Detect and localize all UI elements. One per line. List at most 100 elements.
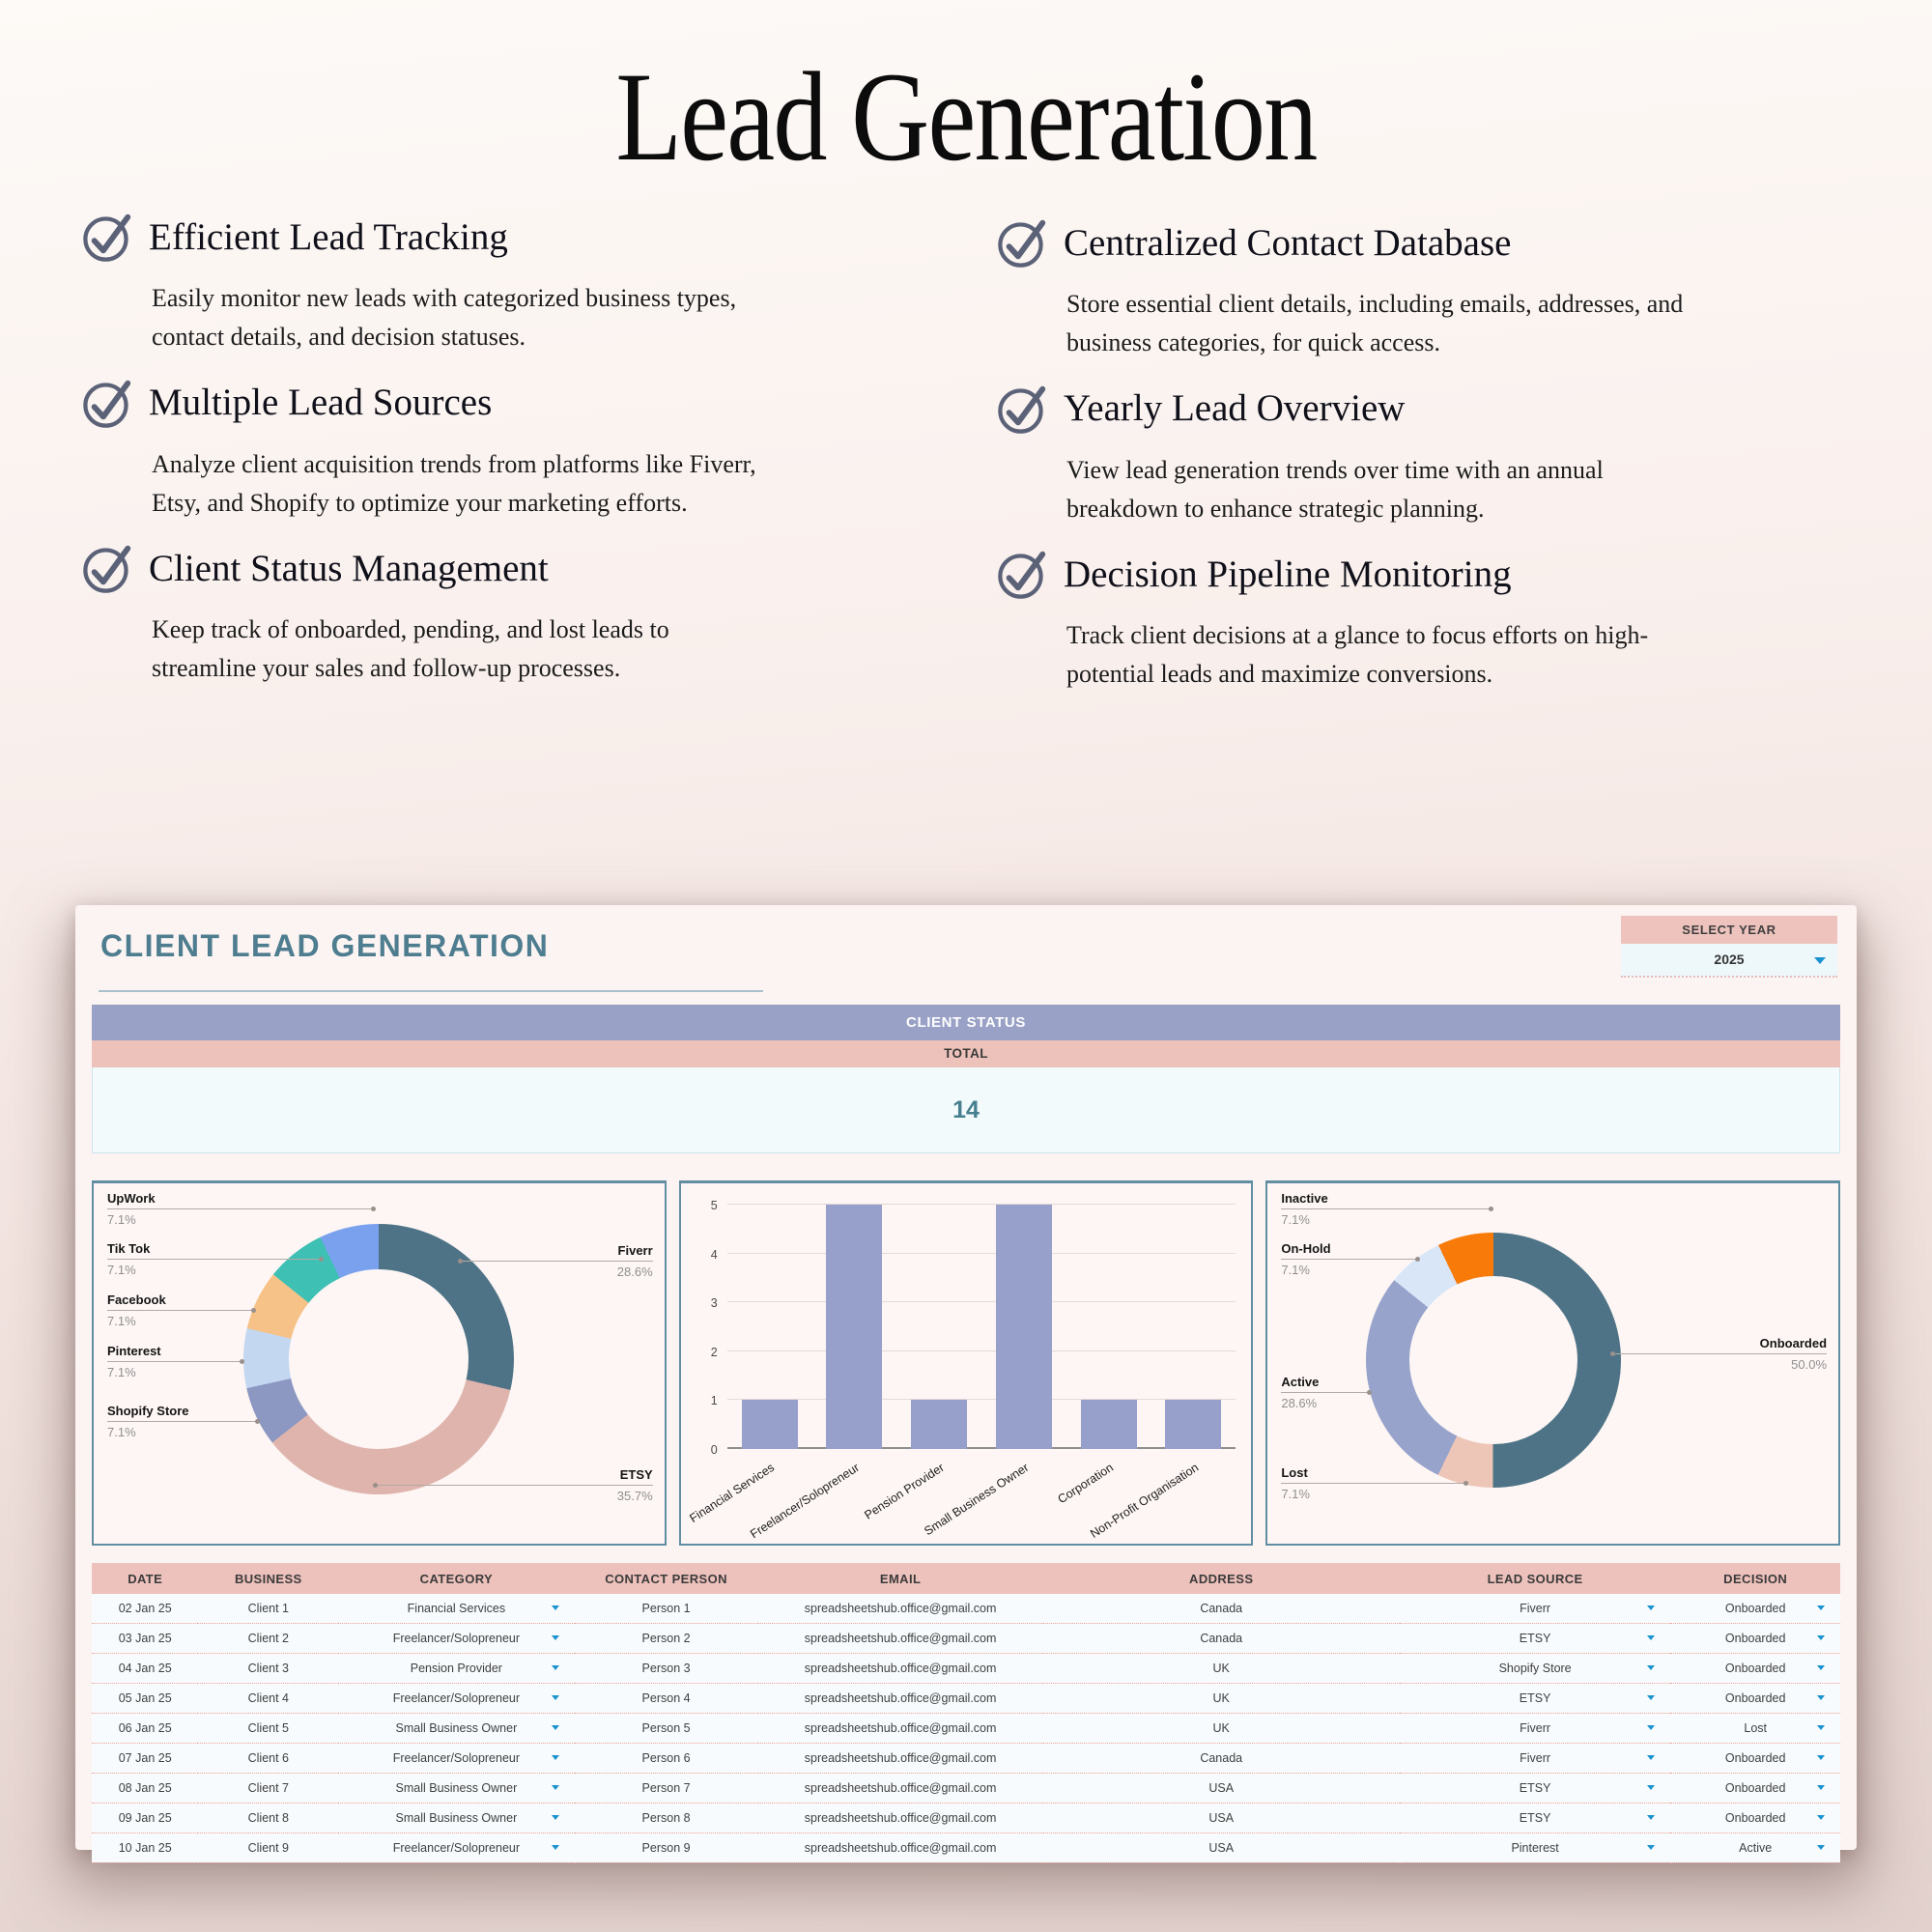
cell-business: Client 9 <box>198 1833 339 1863</box>
cell-business: Client 7 <box>198 1773 339 1804</box>
dropdown-arrow-icon[interactable] <box>1647 1725 1656 1730</box>
dropdown-arrow-icon[interactable] <box>1817 1755 1825 1760</box>
total-value: 14 <box>92 1067 1840 1153</box>
dropdown-arrow-icon[interactable] <box>551 1785 559 1790</box>
year-dropdown[interactable]: 2025 <box>1621 944 1837 978</box>
checkmark-icon <box>997 548 1049 600</box>
dropdown-arrow-icon[interactable] <box>1817 1845 1825 1850</box>
cell-contact-person: Person 5 <box>574 1713 758 1744</box>
lead-source-donut-chart <box>243 1224 514 1494</box>
cell-category: Freelancer/Solopreneur <box>338 1623 575 1654</box>
cell-contact-person: Person 3 <box>574 1653 758 1684</box>
gridline-3 <box>726 1301 1236 1303</box>
cell-date: 04 Jan 25 <box>92 1653 199 1684</box>
dropdown-arrow-icon[interactable] <box>551 1665 559 1670</box>
column-header-address: ADDRESS <box>1042 1563 1400 1594</box>
x-tick-label: Financial Services <box>687 1461 778 1525</box>
table-row: 05 Jan 25 Client 4 Freelancer/Solopreneur P… <box>92 1683 1840 1714</box>
checkmark-icon <box>997 216 1049 269</box>
bar-financial-services <box>741 1400 798 1449</box>
cell-address: Canada <box>1042 1594 1400 1624</box>
dropdown-arrow-icon[interactable] <box>1647 1605 1656 1610</box>
cell-email: spreadsheetshub.office@gmail.com <box>757 1713 1043 1744</box>
cell-category: Small Business Owner <box>338 1713 575 1744</box>
year-dropdown-arrow-icon[interactable] <box>1814 957 1826 964</box>
cell-date: 10 Jan 25 <box>92 1833 199 1863</box>
dropdown-arrow-icon[interactable] <box>551 1695 559 1700</box>
dropdown-arrow-icon[interactable] <box>1817 1695 1825 1700</box>
donut-label-facebook: Facebook 7.1% <box>107 1293 166 1328</box>
total-label: TOTAL <box>92 1040 1840 1067</box>
dropdown-arrow-icon[interactable] <box>551 1755 559 1760</box>
dropdown-arrow-icon[interactable] <box>551 1725 559 1730</box>
dropdown-arrow-icon[interactable] <box>551 1815 559 1820</box>
checkmark-icon <box>82 542 134 594</box>
cell-decision: Lost <box>1670 1713 1840 1744</box>
cell-email: spreadsheetshub.office@gmail.com <box>757 1683 1043 1714</box>
table-row: 07 Jan 25 Client 6 Freelancer/Solopreneur P… <box>92 1743 1840 1774</box>
donut-label-etsy: ETSY 35.7% <box>616 1467 653 1503</box>
cell-decision: Onboarded <box>1670 1653 1840 1684</box>
client-status-summary: CLIENT STATUS TOTAL 14 <box>92 1005 1840 1153</box>
feature-title: Client Status Management <box>149 547 549 589</box>
cell-email: spreadsheetshub.office@gmail.com <box>757 1773 1043 1804</box>
table-row: 04 Jan 25 Client 3 Pension Provider Person … <box>92 1653 1840 1684</box>
dropdown-arrow-icon[interactable] <box>1647 1815 1656 1820</box>
y-tick-label: 5 <box>710 1199 718 1212</box>
cell-decision: Onboarded <box>1670 1683 1840 1714</box>
y-tick-label: 1 <box>710 1394 718 1408</box>
dropdown-arrow-icon[interactable] <box>1817 1725 1825 1730</box>
dropdown-arrow-icon[interactable] <box>1817 1635 1825 1640</box>
year-dropdown-value: 2025 <box>1714 952 1745 967</box>
category-bar-xlabels: Financial Services Freelancer/Solopreneur… <box>687 1453 1236 1544</box>
cell-email: spreadsheetshub.office@gmail.com <box>757 1833 1043 1863</box>
feature-title: Efficient Lead Tracking <box>149 215 508 258</box>
cell-date: 03 Jan 25 <box>92 1623 199 1654</box>
donut-label-upwork: UpWork 7.1% <box>107 1191 156 1227</box>
feature-title: Multiple Lead Sources <box>149 382 493 424</box>
cell-date: 06 Jan 25 <box>92 1713 199 1744</box>
y-tick-label: 0 <box>710 1443 718 1457</box>
cell-contact-person: Person 7 <box>574 1773 758 1804</box>
client-status-donut-chart <box>1366 1233 1622 1488</box>
dropdown-arrow-icon[interactable] <box>1647 1665 1656 1670</box>
cell-contact-person: Person 2 <box>574 1623 758 1654</box>
cell-address: UK <box>1042 1713 1400 1744</box>
feature-description: Easily monitor new leads with categorize… <box>152 284 737 352</box>
select-year-label: SELECT YEAR <box>1621 916 1837 944</box>
dropdown-arrow-icon[interactable] <box>1817 1665 1825 1670</box>
feature-title: Decision Pipeline Monitoring <box>1064 553 1512 595</box>
bar-small-business-owner <box>995 1205 1052 1449</box>
donut-label-pinterest: Pinterest 7.1% <box>107 1344 161 1379</box>
cell-category: Freelancer/Solopreneur <box>338 1743 575 1774</box>
cell-business: Client 5 <box>198 1713 339 1744</box>
select-year-widget: SELECT YEAR 2025 <box>1621 916 1837 978</box>
title-underline <box>99 990 763 992</box>
dropdown-arrow-icon[interactable] <box>1647 1845 1656 1850</box>
dropdown-arrow-icon[interactable] <box>551 1635 559 1640</box>
cell-lead-source: ETSY <box>1399 1773 1671 1804</box>
feature-yearly-lead-overview: Yearly Lead Overview View lead generatio… <box>997 383 1692 529</box>
column-header-category: CATEGORY <box>338 1563 575 1594</box>
dropdown-arrow-icon[interactable] <box>551 1845 559 1850</box>
table-row: 06 Jan 25 Client 5 Small Business Owner Per… <box>92 1713 1840 1744</box>
dropdown-arrow-icon[interactable] <box>551 1605 559 1610</box>
checkmark-icon <box>82 377 134 429</box>
feature-efficient-lead-tracking: Efficient Lead Tracking Easily monitor n… <box>82 211 778 357</box>
donut-label-fiverr: Fiverr 28.6% <box>616 1243 653 1279</box>
feature-decision-pipeline-monitoring: Decision Pipeline Monitoring Track clien… <box>997 548 1692 695</box>
cell-date: 09 Jan 25 <box>92 1803 199 1833</box>
dropdown-arrow-icon[interactable] <box>1647 1635 1656 1640</box>
bar-non-profit-organisation <box>1165 1400 1222 1449</box>
dropdown-arrow-icon[interactable] <box>1817 1605 1825 1610</box>
cell-contact-person: Person 6 <box>574 1743 758 1774</box>
dropdown-arrow-icon[interactable] <box>1647 1755 1656 1760</box>
dropdown-arrow-icon[interactable] <box>1647 1695 1656 1700</box>
dropdown-arrow-icon[interactable] <box>1817 1785 1825 1790</box>
cell-business: Client 4 <box>198 1683 339 1714</box>
dropdown-arrow-icon[interactable] <box>1817 1815 1825 1820</box>
column-header-date: DATE <box>92 1563 199 1594</box>
dropdown-arrow-icon[interactable] <box>1647 1785 1656 1790</box>
bar-freelancer-solopreneur <box>826 1205 883 1449</box>
